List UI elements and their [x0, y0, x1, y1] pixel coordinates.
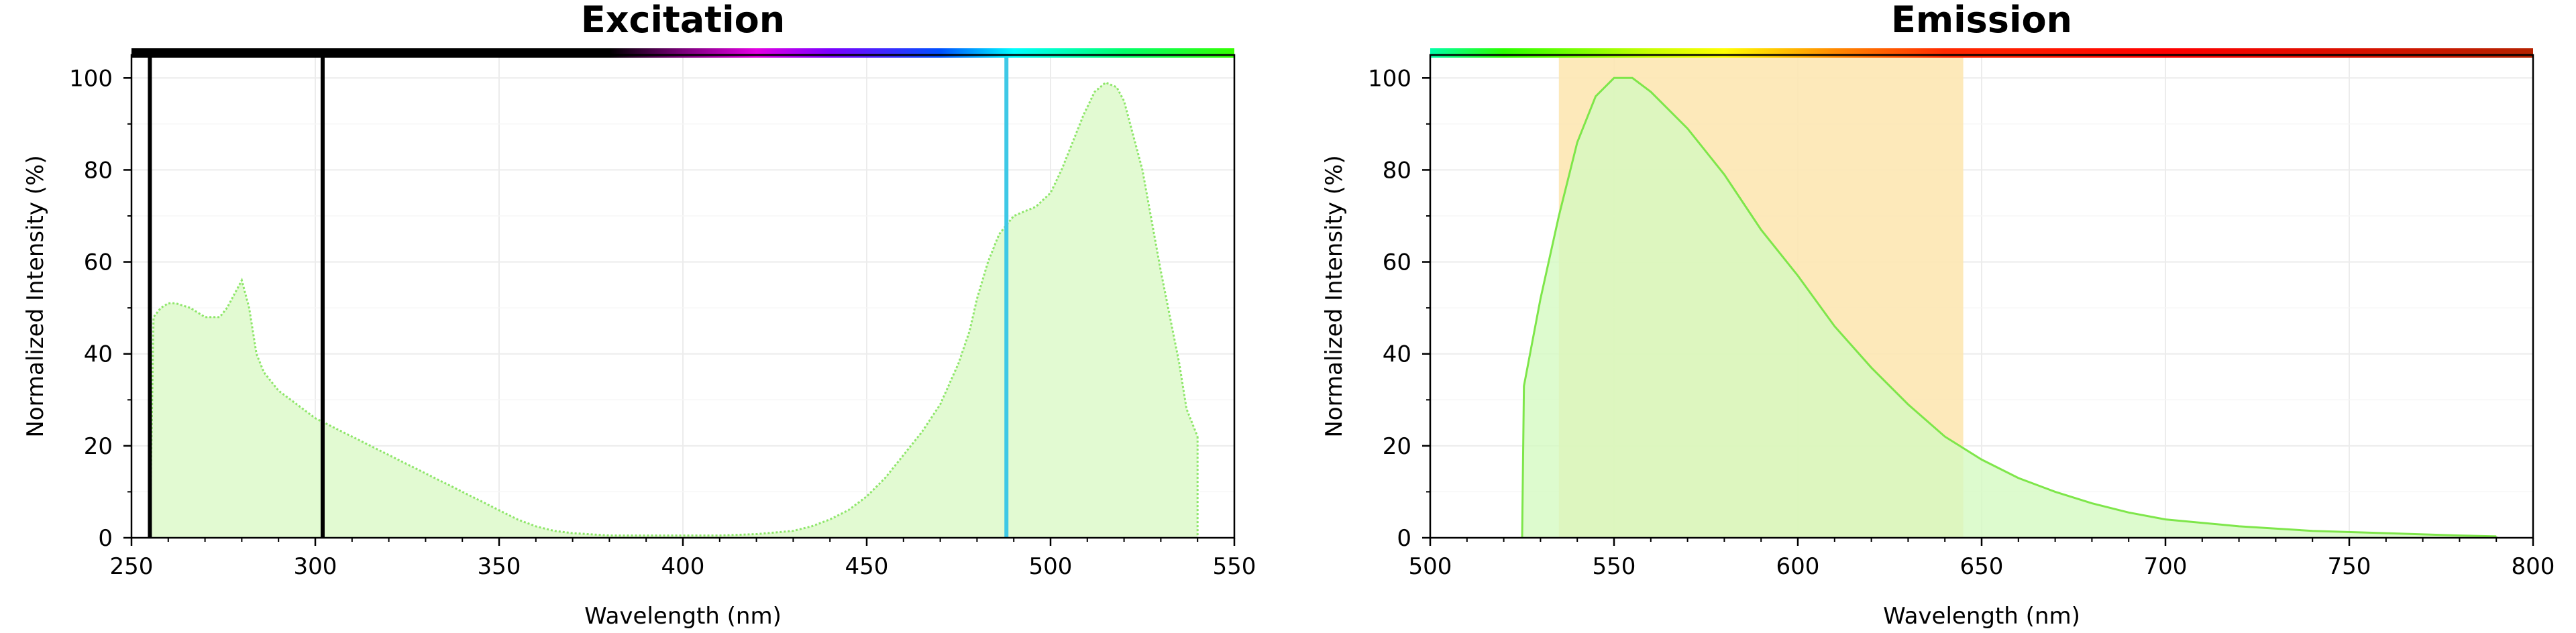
emission-x-tick-label-800: 800 — [2512, 553, 2555, 580]
excitation-y-axis-label: Normalized Intensity (%) — [22, 155, 49, 437]
excitation-spectrum-bar — [131, 48, 1234, 58]
emission-x-tick-label-500: 500 — [1409, 553, 1452, 580]
excitation-x-tick-label-450: 450 — [845, 553, 889, 580]
emission-y-tick-label-60: 60 — [1383, 249, 1411, 276]
emission-x-tick-label-600: 600 — [1776, 553, 1820, 580]
excitation-y-tick-label-40: 40 — [84, 341, 113, 368]
emission-y-tick-label-100: 100 — [1368, 65, 1411, 92]
excitation-chart: 250 300 350 400 450 500 550 0 20 40 60 80 100 Wavelen… — [22, 0, 1256, 630]
excitation-title: Excitation — [581, 0, 785, 41]
emission-title: Emission — [1891, 0, 2072, 41]
excitation-y-tick-label-80: 80 — [84, 157, 113, 184]
excitation-series-line — [148, 81, 1199, 538]
emission-chart: 500 550 600 650 700 750 800 0 20 40 60 80 100 Wavelen… — [1321, 0, 2555, 630]
excitation-x-tick-label-250: 250 — [110, 553, 154, 580]
emission-y-tick-label-20: 20 — [1383, 433, 1411, 460]
emission-y-axis-label: Normalized Intensity (%) — [1321, 155, 1348, 437]
excitation-series-area — [150, 82, 1198, 538]
excitation-y-tick-label-20: 20 — [84, 433, 113, 460]
emission-y-tick-label-0: 0 — [1397, 525, 1411, 552]
emission-x-tick-label-550: 550 — [1593, 553, 1636, 580]
emission-series-line — [1521, 76, 2497, 538]
excitation-x-tick-label-300: 300 — [294, 553, 337, 580]
excitation-x-tick-label-400: 400 — [661, 553, 705, 580]
emission-x-tick-label-750: 750 — [2328, 553, 2371, 580]
emission-y-tick-label-40: 40 — [1383, 341, 1411, 368]
excitation-x-tick-label-500: 500 — [1029, 553, 1073, 580]
emission-x-axis-label: Wavelength (nm) — [1883, 603, 2080, 630]
excitation-x-tick-label-350: 350 — [478, 553, 521, 580]
emission-series-area — [1522, 78, 2497, 538]
emission-x-tick-label-700: 700 — [2144, 553, 2188, 580]
emission-y-tick-label-80: 80 — [1383, 157, 1411, 184]
emission-x-tick-label-650: 650 — [1960, 553, 2004, 580]
excitation-x-axis-label: Wavelength (nm) — [584, 603, 782, 630]
excitation-y-tick-label-100: 100 — [69, 65, 113, 92]
excitation-x-tick-label-550: 550 — [1213, 553, 1256, 580]
emission-spectrum-bar — [1430, 48, 2533, 58]
excitation-y-tick-label-60: 60 — [84, 249, 113, 276]
excitation-y-tick-label-0: 0 — [98, 525, 113, 552]
